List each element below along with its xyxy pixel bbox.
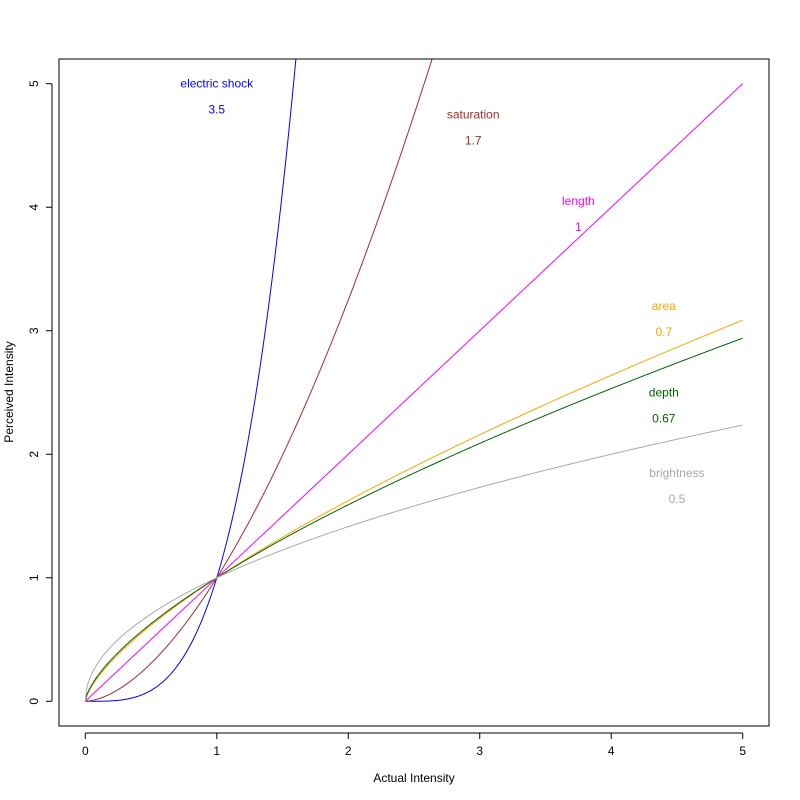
series-line-brightness xyxy=(84,424,743,702)
curves-layer xyxy=(84,59,744,702)
y-tick-label: 3 xyxy=(27,327,41,334)
series-label: electric shock xyxy=(180,77,254,91)
x-tick-label: 5 xyxy=(739,744,746,758)
series-label: saturation xyxy=(447,108,500,122)
annotations-layer: electric shock 3.5 saturation 1.7 length 1 are… xyxy=(180,77,704,506)
series-exponent-label: 3.5 xyxy=(208,103,225,117)
series-line-length xyxy=(84,83,744,702)
series-exponent-label: 0.67 xyxy=(652,412,676,426)
y-tick-label: 4 xyxy=(27,204,41,211)
series-exponent-label: 1.7 xyxy=(465,134,482,148)
x-tick-label: 4 xyxy=(608,744,615,758)
series-exponent-label: 0.7 xyxy=(655,325,672,339)
y-axis-label: Perceived Intensity xyxy=(2,341,16,442)
y-tick-label: 5 xyxy=(27,80,41,87)
series-line-area xyxy=(84,319,743,702)
series-exponent-label: 1 xyxy=(575,220,582,234)
series-label: brightness xyxy=(649,466,704,480)
plot-frame xyxy=(58,58,770,727)
series-line-depth xyxy=(84,337,743,702)
x-tick-label: 2 xyxy=(345,744,352,758)
x-tick-label: 3 xyxy=(476,744,483,758)
y-tick-label: 2 xyxy=(27,451,41,458)
axes-layer: 0 1 2 3 4 5 0 1 2 3 4 5 xyxy=(27,80,746,758)
y-tick-label: 1 xyxy=(27,574,41,581)
series-label: depth xyxy=(649,386,679,400)
x-tick-label: 0 xyxy=(82,744,89,758)
x-tick-label: 1 xyxy=(213,744,220,758)
series-line-saturation xyxy=(85,59,433,702)
series-line-electric-shock xyxy=(85,59,297,702)
series-label: area xyxy=(652,299,676,313)
x-axis-label: Actual Intensity xyxy=(373,771,454,785)
series-exponent-label: 0.5 xyxy=(669,492,686,506)
y-tick-label: 0 xyxy=(27,698,41,705)
series-label: length xyxy=(562,194,595,208)
